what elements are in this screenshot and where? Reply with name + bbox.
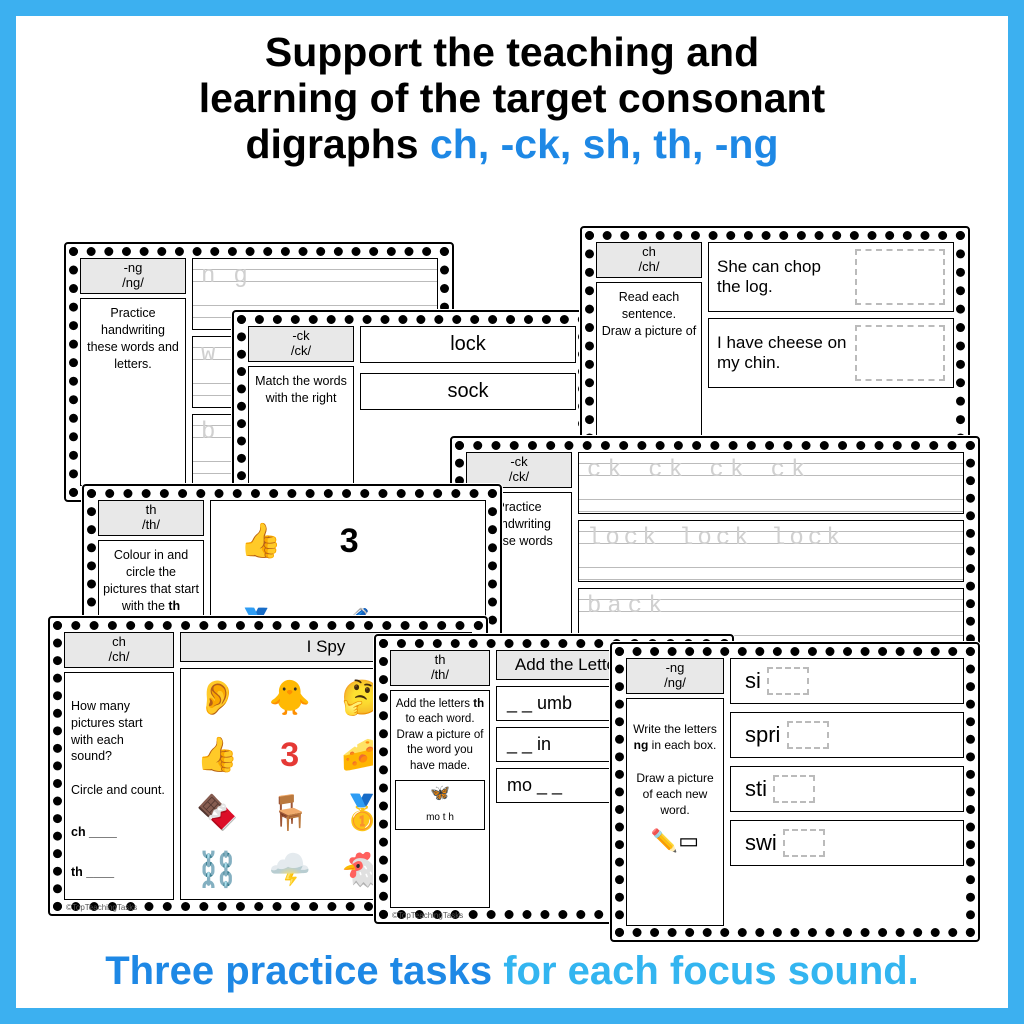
thumb-icon: 👍 bbox=[196, 735, 238, 775]
chocolate-icon: 🍫 bbox=[196, 793, 238, 833]
three-icon: 3 bbox=[280, 736, 299, 775]
instruction: Practice handwriting these words and let… bbox=[80, 298, 186, 486]
instruction: Add the letters th to each word. Draw a … bbox=[390, 690, 490, 908]
headline-line3: digraphs ch, -ck, sh, th, -ng bbox=[56, 122, 968, 168]
letter-box bbox=[787, 721, 829, 749]
letter-box bbox=[767, 667, 809, 695]
instruction: Read each sentence. Draw a picture of bbox=[596, 282, 702, 450]
digraph-tag: -ng /ng/ bbox=[626, 658, 724, 694]
chin-icon: 👂 bbox=[196, 678, 238, 718]
digraph-tag: th /th/ bbox=[390, 650, 490, 686]
three-icon: 3 bbox=[340, 522, 359, 561]
word-cell: spri bbox=[730, 712, 964, 758]
chain-icon: ⛓️ bbox=[196, 850, 238, 890]
worksheet-stage: -ng /ng/ Practice handwriting these word… bbox=[64, 226, 960, 878]
digraph-tag: -ck /ck/ bbox=[248, 326, 354, 362]
moth-example: 🦋mo t h bbox=[395, 780, 485, 829]
headline: Support the teaching and learning of the… bbox=[16, 16, 1008, 168]
draw-box bbox=[855, 249, 945, 305]
word-cell: si bbox=[730, 658, 964, 704]
card-ch-sentences: ch /ch/ Read each sentence. Draw a pictu… bbox=[580, 226, 970, 466]
instruction: How many pictures start with each sound?… bbox=[64, 672, 174, 900]
credit: ©TopTeachingTasks bbox=[392, 911, 463, 920]
draw-icon: ✏️▭ bbox=[631, 826, 719, 856]
chair-icon: 🪑 bbox=[269, 793, 311, 833]
word-cell: swi bbox=[730, 820, 964, 866]
thumb-icon: 👍 bbox=[240, 521, 282, 561]
draw-box bbox=[855, 325, 945, 381]
instruction: Write the letters ng in each box. Draw a… bbox=[626, 698, 724, 926]
word-cell: sock bbox=[360, 373, 576, 410]
letter-box bbox=[773, 775, 815, 803]
digraph-tag: th /th/ bbox=[98, 500, 204, 536]
letter-box bbox=[783, 829, 825, 857]
card-ng-writeletters: -ng /ng/ Write the letters ng in each bo… bbox=[610, 642, 980, 942]
trace-row: ck ck ck ck bbox=[578, 452, 964, 514]
thunder-icon: 🌩️ bbox=[269, 850, 311, 890]
icon-row: 👍 3 bbox=[211, 501, 485, 581]
footline-accent: for each focus sound. bbox=[503, 949, 919, 993]
digraph-tag: ch /ch/ bbox=[64, 632, 174, 668]
word-cell: sti bbox=[730, 766, 964, 812]
chick-icon: 🐥 bbox=[269, 678, 311, 718]
digraph-tag: -ck /ck/ bbox=[466, 452, 572, 488]
headline-line2: learning of the target consonant bbox=[56, 76, 968, 122]
sentence-row: She can chop the log. bbox=[708, 242, 954, 312]
card-ck-handwriting: -ck /ck/ Practice handwriting these word… bbox=[450, 436, 980, 666]
digraph-tag: ch /ch/ bbox=[596, 242, 702, 278]
headline-line1: Support the teaching and bbox=[56, 30, 968, 76]
footline: Three practice tasks for each focus soun… bbox=[16, 949, 1008, 994]
headline-accent: ch, -ck, sh, th, -ng bbox=[430, 121, 779, 167]
digraph-tag: -ng /ng/ bbox=[80, 258, 186, 294]
inner-panel: Support the teaching and learning of the… bbox=[16, 16, 1008, 1008]
sentence-row: I have cheese on my chin. bbox=[708, 318, 954, 388]
word-cell: lock bbox=[360, 326, 576, 363]
trace-row: lock lock lock bbox=[578, 520, 964, 582]
credit: ©TopTeachingTasks bbox=[66, 903, 137, 912]
